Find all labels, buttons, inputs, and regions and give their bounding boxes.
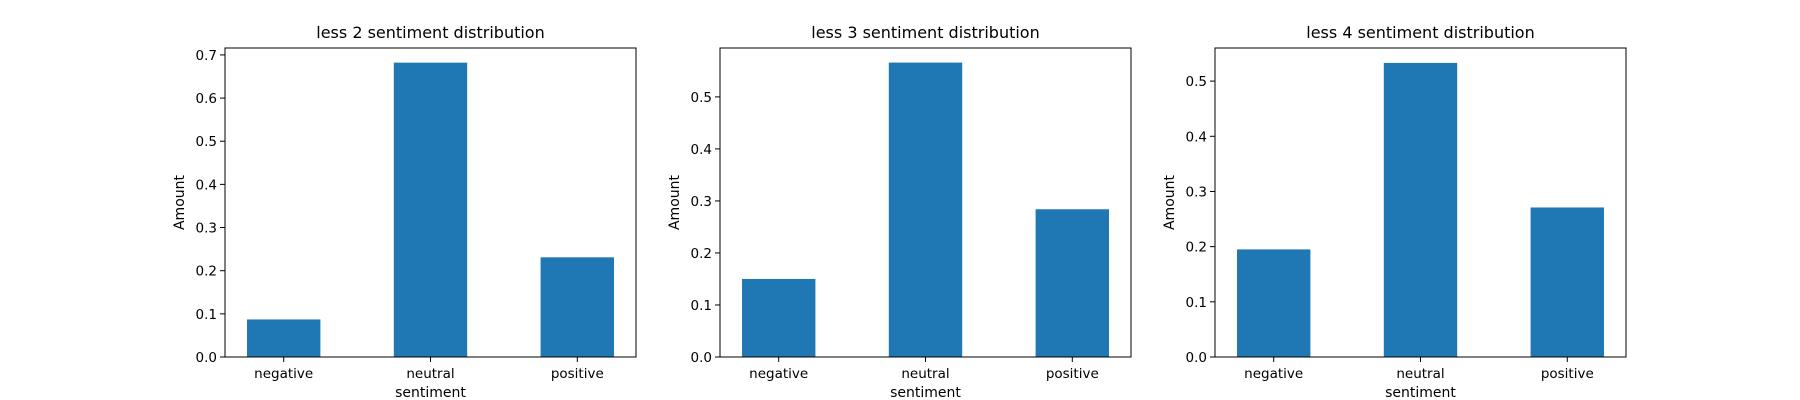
x-axis-label: sentiment	[395, 385, 466, 400]
y-tick-label: 0.6	[196, 91, 217, 107]
y-tick-label: 0.2	[1186, 240, 1207, 256]
x-tick-label: neutral	[1396, 366, 1444, 382]
y-tick-label: 0.4	[1186, 129, 1207, 145]
y-tick-label: 0.2	[691, 246, 712, 262]
x-tick-label: negative	[1244, 366, 1303, 382]
bar-negative	[742, 278, 816, 357]
y-tick-label: 0.0	[196, 350, 217, 366]
x-tick-label: neutral	[901, 366, 949, 382]
y-tick-label: 0.0	[1186, 350, 1207, 366]
y-tick-label: 0.5	[196, 134, 217, 150]
subplot-1: 0.0 0.1 0.2 0.3 0.4 0.5 0.6 0.7 negative neutral p…	[172, 23, 637, 400]
chart-title: less 3 sentiment distribution	[811, 23, 1039, 42]
chart-title: less 4 sentiment distribution	[1306, 23, 1534, 42]
x-axis-label: sentiment	[890, 385, 961, 400]
bar-positive	[1035, 209, 1109, 357]
bar-neutral	[1383, 62, 1458, 358]
y-tick-label: 0.1	[1186, 295, 1207, 311]
x-axis-label: sentiment	[1385, 385, 1456, 400]
bar-neutral	[393, 62, 468, 358]
x-tick-label: negative	[254, 366, 313, 382]
x-tick-label: positive	[551, 366, 604, 382]
y-tick-label: 0.3	[1186, 184, 1207, 200]
y-axis-label: Amount	[1162, 174, 1178, 230]
y-axis-label: Amount	[667, 174, 683, 230]
y-tick-label: 0.7	[196, 48, 217, 64]
bar-negative	[247, 319, 321, 357]
bar-positive	[1530, 207, 1604, 357]
subplot-3: 0.0 0.1 0.2 0.3 0.4 0.5 negative neutral positiv…	[1162, 23, 1627, 400]
x-tick-label: negative	[749, 366, 808, 382]
subplot-2: 0.0 0.1 0.2 0.3 0.4 0.5 negative neutral positiv…	[667, 23, 1132, 400]
y-axis-label: Amount	[172, 174, 188, 230]
y-tick-label: 0.5	[1186, 74, 1207, 90]
y-tick-label: 0.5	[691, 90, 712, 106]
chart-title: less 2 sentiment distribution	[316, 23, 544, 42]
y-tick-label: 0.3	[691, 194, 712, 210]
y-tick-label: 0.1	[691, 298, 712, 314]
y-tick-label: 0.2	[196, 264, 217, 280]
y-tick-label: 0.4	[196, 177, 217, 193]
x-tick-label: positive	[1541, 366, 1594, 382]
bar-positive	[540, 257, 614, 357]
x-tick-label: neutral	[406, 366, 454, 382]
x-tick-label: positive	[1046, 366, 1099, 382]
y-tick-label: 0.4	[691, 142, 712, 158]
bar-negative	[1237, 249, 1311, 357]
y-tick-label: 0.1	[196, 307, 217, 323]
bar-neutral	[888, 62, 963, 357]
y-tick-label: 0.0	[691, 350, 712, 366]
y-tick-label: 0.3	[196, 221, 217, 237]
